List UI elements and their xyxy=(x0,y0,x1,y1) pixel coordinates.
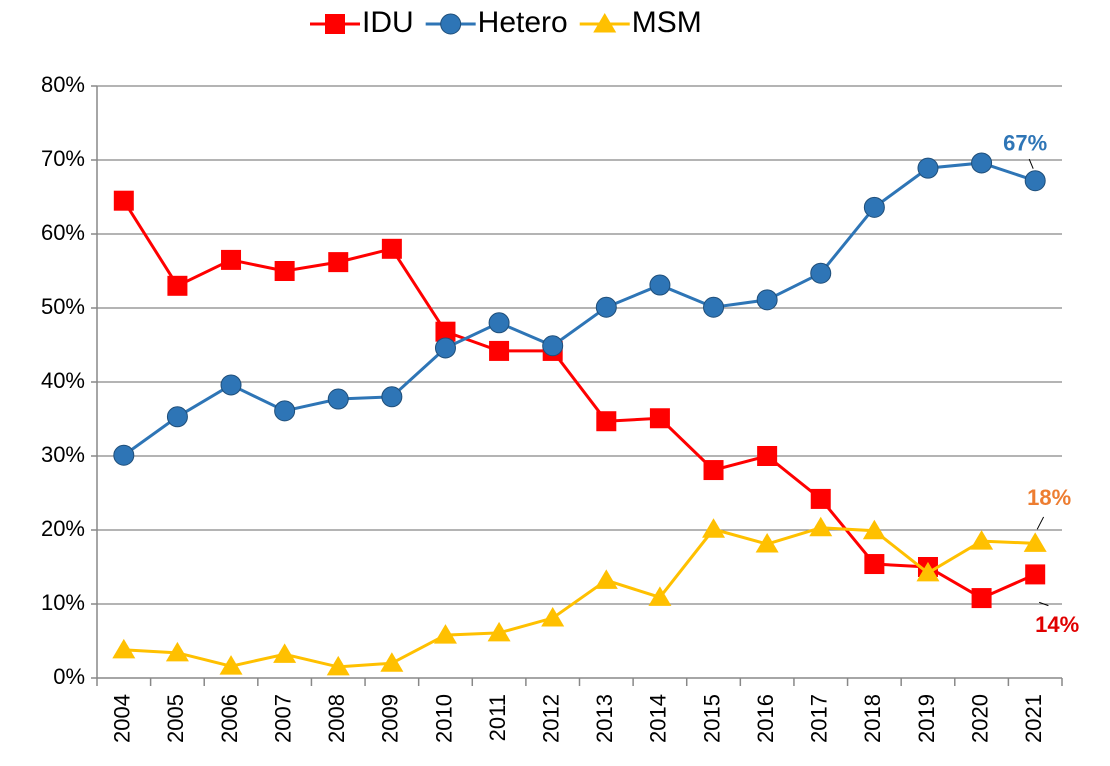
marker xyxy=(541,607,565,627)
x-tick-label: 2005 xyxy=(163,694,188,743)
marker xyxy=(434,337,456,359)
marker xyxy=(755,533,779,553)
marker xyxy=(113,444,135,466)
marker xyxy=(1025,564,1046,585)
legend-label: MSM xyxy=(632,6,702,39)
marker xyxy=(328,252,349,273)
series-line xyxy=(123,526,1036,669)
marker xyxy=(648,586,672,606)
marker xyxy=(381,238,402,259)
x-tick-label: 2006 xyxy=(217,694,242,743)
x-tick-label: 2010 xyxy=(431,694,456,743)
x-tick-label: 2021 xyxy=(1021,694,1046,743)
marker xyxy=(917,157,939,179)
marker xyxy=(435,321,456,342)
marker xyxy=(273,643,297,663)
x-tick-label: 2019 xyxy=(914,694,939,743)
legend-label: IDU xyxy=(362,6,414,39)
y-tick-label: 0% xyxy=(53,664,85,689)
marker xyxy=(593,13,617,33)
x-tick-label: 2015 xyxy=(699,694,724,743)
x-tick-label: 2016 xyxy=(753,694,778,743)
data-label: 67% xyxy=(1003,131,1047,156)
marker xyxy=(274,261,295,281)
x-tick-label: 2018 xyxy=(860,694,885,743)
y-tick-label: 80% xyxy=(41,72,85,97)
marker xyxy=(381,386,403,408)
marker xyxy=(756,289,778,311)
marker xyxy=(757,446,778,466)
y-tick-label: 40% xyxy=(41,368,85,393)
marker xyxy=(649,274,671,296)
leader-line xyxy=(1039,601,1049,607)
marker xyxy=(113,190,134,211)
marker xyxy=(221,249,242,270)
series-line xyxy=(122,161,1036,457)
marker xyxy=(433,624,457,644)
x-tick-label: 2012 xyxy=(539,694,564,743)
legend-label: Hetero xyxy=(478,6,568,39)
y-tick-label: 60% xyxy=(41,220,85,245)
y-tick-label: 30% xyxy=(41,442,85,467)
data-label: 18% xyxy=(1027,485,1071,510)
x-tick-label: 2013 xyxy=(592,694,617,743)
y-tick-label: 70% xyxy=(41,146,85,171)
marker xyxy=(595,296,617,318)
marker xyxy=(596,411,617,432)
marker xyxy=(970,530,994,550)
x-tick-label: 2014 xyxy=(646,694,671,743)
marker xyxy=(112,638,136,659)
x-tick-label: 2017 xyxy=(807,694,832,743)
marker xyxy=(380,652,404,672)
marker xyxy=(702,518,726,538)
x-tick-label: 2004 xyxy=(110,694,135,743)
marker xyxy=(703,296,725,318)
marker xyxy=(862,519,886,540)
marker xyxy=(489,340,510,361)
marker xyxy=(488,312,510,334)
x-tick-label: 2020 xyxy=(967,694,992,743)
marker xyxy=(810,262,832,284)
marker xyxy=(167,275,188,296)
marker xyxy=(971,152,993,174)
x-tick-label: 2007 xyxy=(270,694,295,743)
leader-line xyxy=(1028,158,1034,169)
marker xyxy=(219,655,243,675)
x-tick-label: 2009 xyxy=(378,694,403,743)
x-tick-label: 2008 xyxy=(324,694,349,743)
marker xyxy=(1023,532,1047,552)
marker xyxy=(863,196,885,218)
y-tick-label: 50% xyxy=(41,294,85,319)
marker xyxy=(594,569,618,589)
y-tick-label: 20% xyxy=(41,516,85,541)
marker xyxy=(649,408,670,429)
leader-line xyxy=(1036,516,1045,530)
marker xyxy=(165,641,189,662)
marker xyxy=(703,460,724,481)
data-label: 14% xyxy=(1035,612,1079,637)
marker xyxy=(274,400,296,422)
marker xyxy=(487,621,511,642)
marker xyxy=(864,554,885,575)
y-tick-label: 10% xyxy=(41,590,85,615)
x-tick-label: 2011 xyxy=(485,694,510,741)
marker xyxy=(220,374,242,396)
marker xyxy=(1024,170,1046,192)
marker xyxy=(166,406,188,428)
marker xyxy=(971,588,992,609)
marker xyxy=(810,488,831,509)
marker xyxy=(440,13,462,35)
marker xyxy=(542,335,564,357)
marker xyxy=(325,14,345,34)
marker xyxy=(916,561,940,582)
marker xyxy=(326,655,350,676)
marker xyxy=(809,516,833,537)
marker xyxy=(327,388,349,410)
